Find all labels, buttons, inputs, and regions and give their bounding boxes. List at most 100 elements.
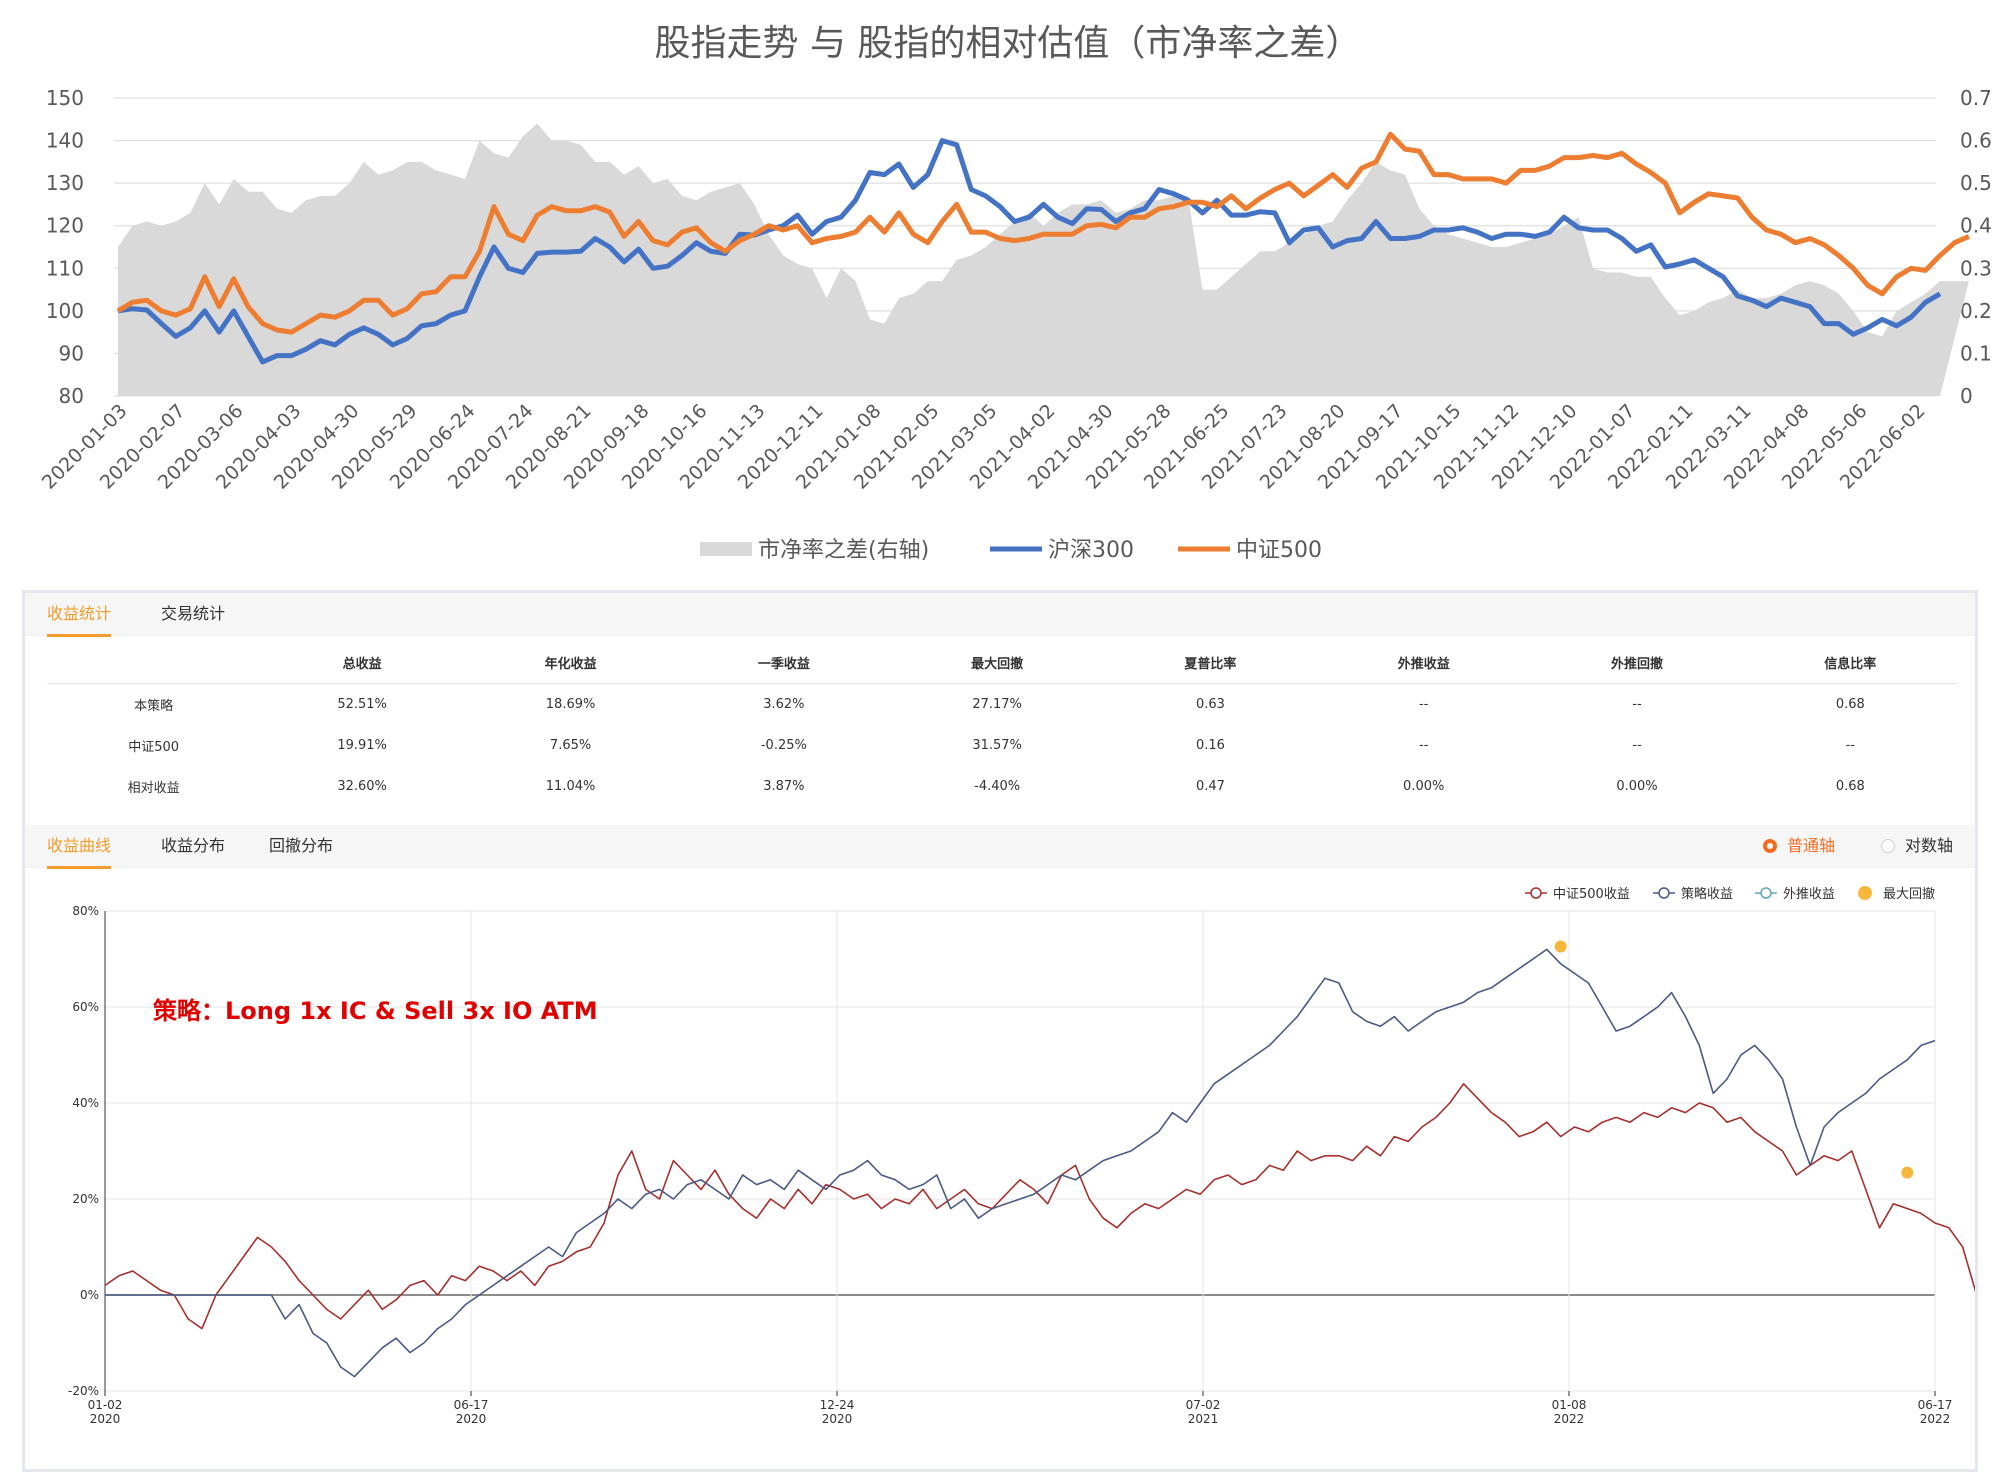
- y-tick-label-left: 130: [46, 171, 84, 195]
- y-tick-label-left: 150: [46, 86, 84, 110]
- y-tick-label: -20%: [68, 1384, 99, 1398]
- legend-label: 最大回撤: [1883, 886, 1935, 902]
- table-cell: -4.40%: [974, 779, 1021, 794]
- x-tick-label: 01-02: [88, 1398, 123, 1412]
- tab-trade-stats[interactable]: 交易统计: [161, 604, 226, 623]
- legend-swatch-area: [700, 542, 752, 556]
- top-chart: 股指走势 与 股指的相对估值（市净率之差） 80 90 100 110 120 130 14…: [0, 0, 2016, 590]
- table-cell: --: [1632, 697, 1642, 712]
- y-tick-label: 80%: [72, 904, 99, 918]
- x-tick-year: 2020: [822, 1412, 853, 1426]
- table-row: 本策略 52.51% 18.69% 3.62% 27.17% 0.63 -- -…: [47, 684, 1957, 726]
- linear-axis-option[interactable]: 普通轴: [1763, 825, 1835, 867]
- stats-header-cell: 最大回撤: [890, 641, 1104, 684]
- x-tick-year: 2021: [1188, 1412, 1219, 1426]
- table-cell: 0.16: [1195, 738, 1225, 753]
- table-cell: --: [1419, 738, 1429, 753]
- table-cell: 52.51%: [337, 697, 387, 712]
- y-tick-label: 60%: [72, 1000, 99, 1014]
- table-cell: --: [1419, 697, 1429, 712]
- table-cell: 32.60%: [337, 779, 387, 794]
- y-tick-label: 20%: [72, 1192, 99, 1206]
- chart-tabbar: 收益曲线 收益分布 回撤分布 普通轴 对数轴: [25, 825, 1975, 869]
- y-tick-label-right: 0.3: [1960, 256, 1992, 280]
- radio-unselected-icon: [1881, 839, 1895, 853]
- tab-return-distribution[interactable]: 收益分布: [161, 836, 226, 855]
- tab-drawdown-distribution[interactable]: 回撤分布: [269, 836, 334, 855]
- legend-label: 市净率之差(右轴): [758, 538, 929, 563]
- y-tick-label-right: 0: [1960, 384, 1973, 408]
- y-tick-label-left: 120: [46, 214, 84, 238]
- y-tick-label-right: 0.7: [1960, 86, 1992, 110]
- hs300-line: [117, 138, 1942, 365]
- legend-label: 沪深300: [1048, 538, 1134, 563]
- legend-label: 中证500收益: [1553, 887, 1630, 902]
- y-tick-label-right: 0.4: [1960, 214, 1992, 238]
- table-cell: 18.69%: [545, 697, 596, 712]
- y-tick-label-right: 0.2: [1960, 299, 1992, 323]
- log-axis-option[interactable]: 对数轴: [1881, 825, 1953, 867]
- stats-header-cell: 外推收益: [1317, 641, 1531, 684]
- legend-marker: [1760, 887, 1772, 899]
- table-row: 相对收益 32.60% 11.04% 3.87% -4.40% 0.47 0.0…: [47, 766, 1957, 807]
- x-tick-year: 2020: [90, 1412, 121, 1426]
- stats-tabbar: 收益统计 交易统计: [25, 593, 1975, 637]
- table-cell: 3.87%: [763, 779, 805, 794]
- stats-header-cell: 外推回撤: [1530, 641, 1744, 684]
- x-tick-label: 01-08: [1552, 1398, 1587, 1412]
- linear-axis-label: 普通轴: [1787, 836, 1836, 855]
- x-tick-year: 2022: [1554, 1412, 1585, 1426]
- table-cell: 0.68: [1835, 697, 1865, 712]
- x-tick-label: 07-02: [1186, 1398, 1221, 1412]
- x-tick-year: 2020: [456, 1412, 487, 1426]
- table-cell: 0.68: [1835, 779, 1865, 794]
- backtest-panel: 收益统计 交易统计 总收益 年化收益 一季收益 最大回撤 夏普比率 外推收益 外…: [22, 590, 2016, 1472]
- stats-table: 总收益 年化收益 一季收益 最大回撤 夏普比率 外推收益 外推回撤 信息比率 本…: [47, 641, 1957, 807]
- legend-label: 中证500: [1236, 538, 1322, 563]
- table-cell: --: [1845, 738, 1855, 753]
- table-cell: 本策略: [134, 699, 174, 714]
- stats-header-row: 总收益 年化收益 一季收益 最大回撤 夏普比率 外推收益 外推回撤 信息比率: [47, 641, 1957, 684]
- y-tick-label-right: 0.6: [1960, 129, 1992, 153]
- y-tick-label-left: 100: [46, 299, 84, 323]
- top-chart-plot: 80 90 100 110 120 130 140 150 0 0.1 0.2 0.3 0.4 0.5 0.…: [38, 86, 1992, 563]
- stats-header-cell: 年化收益: [463, 641, 678, 684]
- strategy-return-line: [105, 948, 1936, 1378]
- y-tick-label-right: 0.1: [1960, 341, 1992, 365]
- log-axis-label: 对数轴: [1905, 836, 1954, 855]
- y-tick-label: 0%: [80, 1288, 99, 1302]
- max-drawdown-point: [1901, 1166, 1914, 1179]
- table-cell: 3.62%: [763, 697, 805, 712]
- strategy-annotation: 策略：Long 1x IC & Sell 3x IO ATM: [153, 997, 598, 1025]
- return-curve-plot: -20%0%20%40%60%80%01-02202006-17202012-2…: [68, 886, 2016, 1426]
- tab-return-stats[interactable]: 收益统计: [47, 593, 112, 637]
- table-cell: 31.57%: [972, 738, 1022, 753]
- x-tick-year: 2022: [1920, 1412, 1951, 1426]
- stats-header-cell: 信息比率: [1743, 641, 1957, 684]
- table-cell: 0.00%: [1403, 779, 1445, 794]
- table-cell: 0.00%: [1616, 779, 1658, 794]
- tab-return-curve[interactable]: 收益曲线: [47, 825, 112, 869]
- x-tick-label: 06-17: [454, 1398, 489, 1412]
- max-drawdown-point: [1554, 940, 1567, 953]
- table-cell: 0.47: [1195, 779, 1225, 794]
- table-cell: --: [1632, 738, 1642, 753]
- table-cell: 27.17%: [972, 697, 1022, 712]
- legend-marker: [1530, 887, 1542, 899]
- y-tick-label-right: 0.5: [1960, 171, 1992, 195]
- legend-label: 策略收益: [1681, 886, 1733, 902]
- zz500-return-line: [104, 1083, 2016, 1330]
- legend-marker: [1858, 886, 1872, 900]
- y-tick-label-left: 140: [46, 129, 84, 153]
- table-cell: 11.04%: [545, 779, 596, 794]
- y-tick-label-left: 110: [46, 256, 84, 280]
- table-cell: 7.65%: [549, 738, 592, 753]
- y-tick-label-left: 80: [59, 384, 84, 408]
- stats-header-cell: 夏普比率: [1103, 641, 1318, 684]
- stats-header-cell: 总收益: [260, 641, 464, 684]
- legend-marker: [1658, 887, 1670, 899]
- x-tick-label: 12-24: [820, 1398, 855, 1412]
- table-row: 中证500 19.91% 7.65% -0.25% 31.57% 0.16 --…: [47, 725, 1957, 766]
- return-curve-chart: -20% 0% 20% 40% 60% 80% 01-02 2020 06-17 2020 12-2…: [25, 869, 2016, 1469]
- pb-diff-area: [118, 123, 1969, 396]
